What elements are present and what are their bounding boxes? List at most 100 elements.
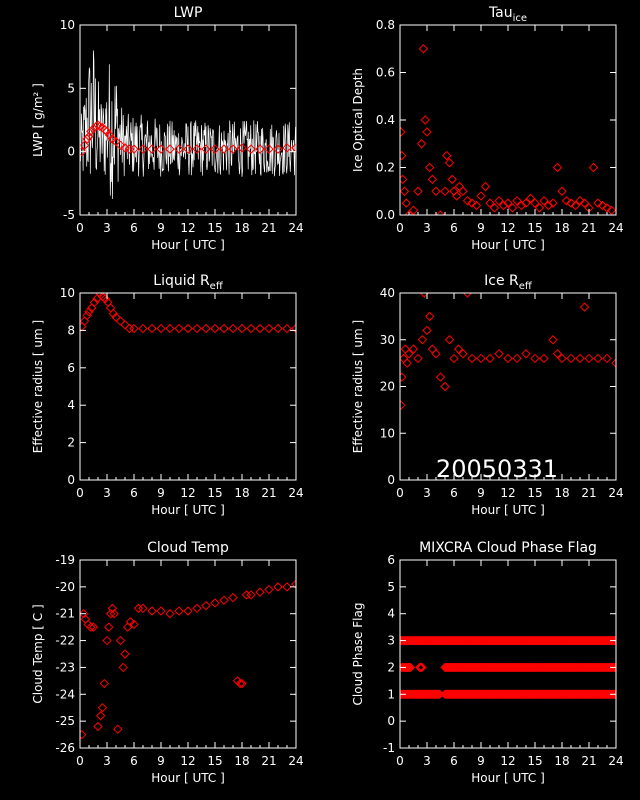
data-point [282,143,292,153]
chart-title: Liquid Reff [153,273,224,292]
data-point [210,598,220,608]
data-point [467,353,477,364]
data-point [400,400,406,410]
data-point [102,126,112,137]
data-point [453,344,464,354]
data-point [273,582,283,592]
x-tick-label: 21 [261,221,276,235]
data-point [521,349,531,359]
data-point [606,635,616,646]
x-tick-label: 12 [180,486,195,500]
x-tick-label: 18 [234,221,249,235]
y-tick-label: -25 [55,714,75,728]
data-point [82,310,92,321]
data-point [401,662,411,673]
x-tick-label: 12 [500,221,515,235]
data-point [606,662,616,673]
data-point [133,603,144,614]
data-point [512,196,522,206]
x-tick-label: 24 [608,754,623,768]
chart-title: Cloud Temp [147,540,229,556]
data-point [402,662,412,673]
x-tick-label: 0 [396,221,404,235]
y-tick-label: 5 [67,81,75,95]
x-tick-label: 24 [288,754,303,768]
data-point [440,381,450,392]
data-point [467,198,477,208]
data-point [219,595,229,605]
data-point [548,198,558,208]
data-point [125,617,136,627]
data-point [494,349,504,359]
data-point [156,323,166,334]
data-point [548,335,558,345]
data-point [192,144,202,154]
data-point [442,150,452,161]
x-axis-label: Hour [ UTC ] [471,503,545,517]
x-tick-label: 9 [477,486,485,500]
y-tick-label: 4 [67,398,75,412]
data-point [521,198,531,208]
y-tick-label: 0.6 [376,66,395,80]
data-point [575,353,585,364]
data-point [201,323,211,334]
data-point [80,146,87,157]
title-main: Liquid R [153,273,210,289]
x-axis-label: Hour [ UTC ] [151,771,225,785]
y-tick-label: 2 [67,436,75,450]
data-point [105,609,116,619]
x-tick-label: 24 [608,221,623,235]
data-point [107,134,118,144]
x-tick-label: 15 [207,221,222,235]
data-point [405,662,416,673]
x-tick-label: 6 [450,486,458,500]
data-point [417,335,428,345]
x-tick-label: 21 [581,486,596,500]
data-point [183,144,193,154]
data-point [608,689,616,699]
data-point [552,162,563,173]
x-tick-label: 3 [423,754,431,768]
data-point [228,323,238,334]
data-point [115,635,126,646]
y-tick-label: -21 [55,607,75,621]
data-point [566,198,576,208]
y-tick-label: 8 [67,323,75,337]
data-point [575,196,585,206]
data-point [80,140,90,151]
data-point [235,678,245,689]
data-point [597,200,608,211]
data-point [264,323,274,334]
y-axis-label: Ice Optical Depth [351,68,365,172]
data-point [108,308,119,319]
x-tick-label: 3 [423,221,431,235]
data-point [498,200,509,211]
data-point [147,323,157,334]
title-sub: ice [513,13,527,24]
title-sub: eff [519,281,533,292]
data-point [120,649,130,659]
data-point [416,139,427,149]
title-main: Ice R [484,273,519,289]
data-point [435,210,446,215]
data-point [273,144,283,154]
plot-data [80,579,296,740]
x-tick-label: 18 [554,754,569,768]
data-point [210,323,220,334]
y-tick-label: 3 [387,634,395,648]
data-point [503,353,513,364]
data-point [579,302,590,312]
x-tick-label: 0 [396,486,404,500]
x-tick-label: 21 [581,754,596,768]
data-series-line [80,50,296,200]
plot-data [400,293,616,410]
x-tick-label: 21 [261,486,276,500]
data-point [494,196,504,206]
y-tick-label: 40 [380,286,395,300]
data-point [607,662,616,673]
x-tick-label: 24 [288,486,303,500]
x-tick-label: 6 [450,754,458,768]
data-point [566,353,576,364]
data-point [84,306,94,317]
data-point [97,703,108,713]
